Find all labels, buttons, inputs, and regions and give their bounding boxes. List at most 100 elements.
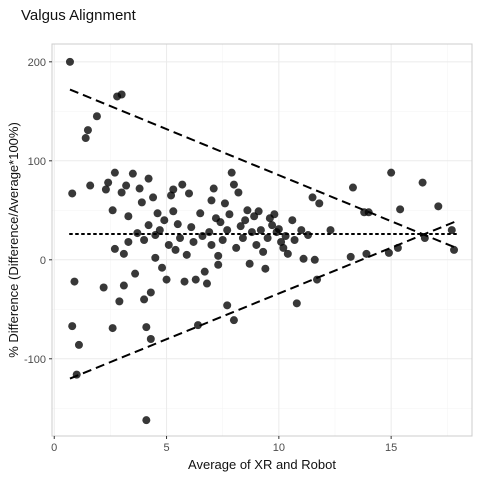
data-point: [447, 226, 456, 235]
data-point: [288, 216, 297, 225]
data-point: [144, 221, 153, 230]
data-point: [144, 174, 153, 183]
data-point: [259, 247, 268, 256]
data-points: [65, 57, 459, 425]
data-point: [315, 199, 324, 208]
data-point: [245, 259, 254, 268]
data-point: [384, 248, 393, 257]
axis-ticks: 0 5 10 15 -100 0 100 200: [24, 57, 397, 454]
data-point: [117, 90, 126, 99]
data-point: [223, 226, 232, 235]
x-tick-label: 15: [385, 442, 397, 454]
data-point: [418, 178, 427, 187]
data-point: [290, 236, 299, 244]
data-point: [128, 169, 137, 178]
data-point: [362, 249, 371, 258]
data-point: [117, 188, 126, 197]
data-point: [254, 207, 263, 216]
data-point: [119, 249, 128, 258]
data-point: [140, 295, 149, 304]
data-point: [229, 180, 238, 189]
data-point: [202, 279, 211, 288]
data-point: [108, 206, 117, 215]
data-point: [229, 316, 238, 325]
data-point: [299, 254, 308, 263]
data-point: [115, 297, 124, 306]
data-point: [158, 263, 167, 272]
data-point: [164, 240, 173, 249]
data-point: [99, 283, 108, 292]
data-point: [191, 275, 200, 284]
data-point: [108, 324, 117, 333]
data-point: [274, 225, 283, 234]
data-point: [196, 209, 205, 218]
data-point: [214, 260, 223, 269]
data-point: [142, 416, 151, 425]
data-point: [104, 178, 113, 187]
data-point: [151, 253, 160, 262]
data-point: [450, 245, 459, 254]
data-point: [387, 168, 396, 177]
data-point: [110, 244, 119, 253]
data-point: [122, 181, 131, 190]
x-tick-label: 5: [163, 442, 169, 454]
reference-lines: [68, 88, 458, 380]
data-point: [146, 288, 155, 297]
data-point: [142, 323, 151, 332]
data-point: [292, 299, 301, 308]
data-point: [169, 185, 178, 194]
data-point: [124, 212, 133, 221]
data-point: [119, 281, 128, 290]
data-point: [70, 277, 79, 286]
data-point: [182, 250, 191, 259]
data-point: [297, 226, 306, 235]
data-point: [256, 226, 265, 235]
data-point: [185, 189, 194, 198]
data-point: [243, 206, 252, 215]
data-point: [220, 199, 229, 208]
data-point: [131, 269, 140, 278]
data-point: [232, 243, 241, 252]
data-point: [252, 240, 261, 249]
data-point: [180, 277, 189, 286]
data-point: [236, 222, 245, 231]
data-point: [176, 234, 185, 243]
data-point: [92, 112, 101, 121]
data-point: [68, 322, 77, 331]
data-point: [420, 234, 429, 243]
data-point: [72, 370, 81, 379]
data-point: [227, 168, 236, 177]
data-point: [68, 189, 77, 198]
y-tick-label: 0: [40, 255, 46, 267]
data-point: [261, 264, 270, 273]
data-point: [178, 180, 187, 189]
data-point: [200, 267, 209, 276]
data-point: [169, 207, 178, 216]
data-point: [238, 234, 247, 243]
data-point: [155, 226, 164, 235]
data-point: [207, 196, 216, 205]
data-point: [326, 226, 335, 235]
data-point: [140, 236, 149, 244]
data-point: [434, 202, 443, 211]
data-point: [279, 243, 288, 252]
x-tick-label: 0: [51, 442, 57, 454]
data-point: [225, 210, 234, 219]
data-point: [153, 209, 162, 218]
data-point: [283, 249, 292, 258]
data-point: [207, 240, 216, 249]
data-point: [187, 223, 196, 232]
data-point: [173, 220, 182, 229]
chart-title: Valgus Alignment: [21, 7, 137, 24]
y-tick-label: -100: [24, 354, 46, 366]
data-point: [189, 237, 198, 246]
data-point: [393, 243, 402, 252]
data-point: [310, 255, 319, 264]
data-point: [149, 193, 158, 202]
data-point: [223, 301, 232, 310]
data-point: [74, 340, 83, 349]
data-point: [308, 193, 317, 202]
data-point: [146, 334, 155, 343]
data-point: [135, 184, 144, 193]
